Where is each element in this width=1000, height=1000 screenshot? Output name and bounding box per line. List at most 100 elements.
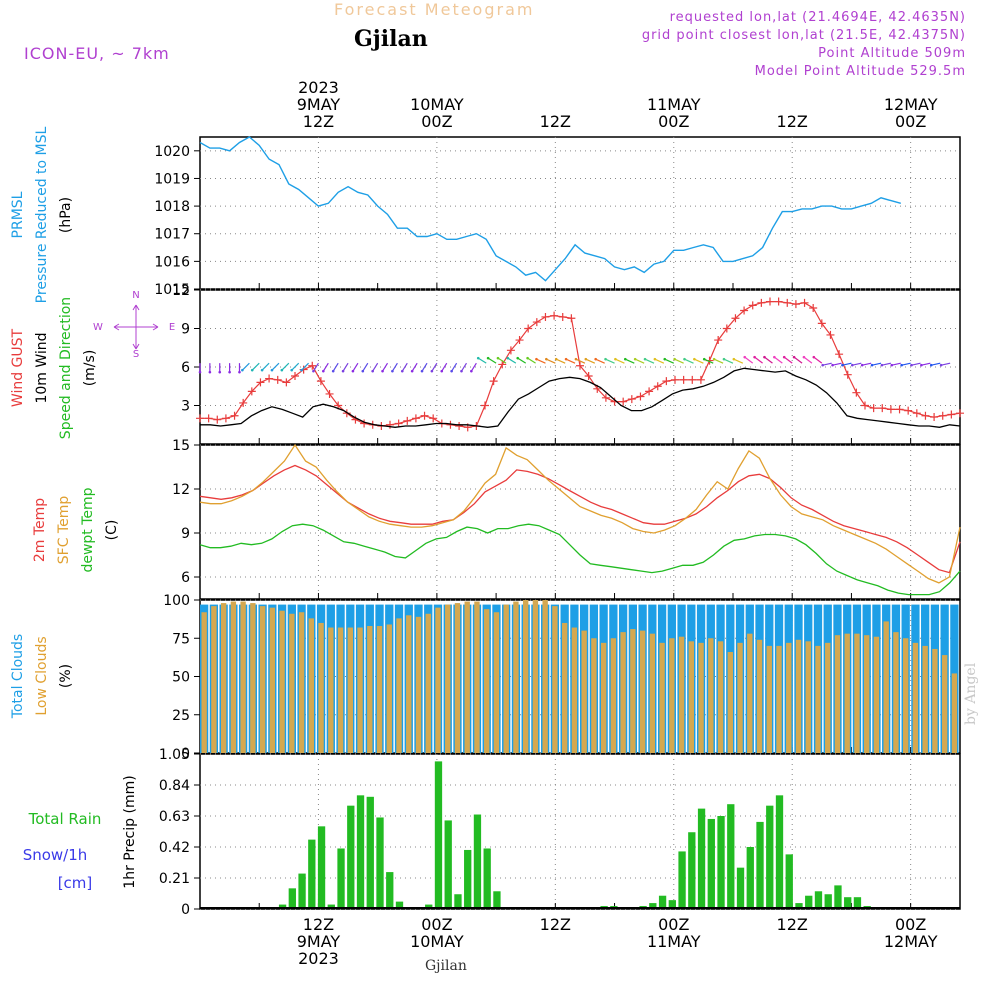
wind-arrow — [704, 358, 714, 364]
wind-arrow — [565, 358, 576, 364]
low-cloud-bar — [279, 610, 285, 753]
compass-e: E — [169, 322, 175, 333]
wind-arrow — [322, 362, 329, 372]
rain-bar — [775, 795, 784, 909]
low-cloud-bar — [318, 622, 324, 753]
gust-marker — [196, 414, 204, 423]
wind-arrow — [342, 362, 349, 372]
rain-bar — [736, 867, 745, 909]
wind-arrow-head — [732, 357, 736, 361]
gust-marker — [325, 389, 334, 398]
footer-location: Gjilan — [425, 958, 467, 974]
wind-arrow — [261, 362, 270, 371]
wind-arrow — [271, 362, 280, 371]
gust-marker — [921, 411, 930, 420]
gust-marker — [662, 377, 671, 386]
wind-arrow-head — [260, 368, 264, 372]
wind-arrow-head — [410, 369, 414, 373]
gust-marker — [688, 375, 697, 384]
rain-bar — [805, 895, 813, 909]
rain-bar — [386, 872, 394, 909]
wind-arrow-head — [693, 357, 696, 361]
gust-marker — [541, 312, 550, 321]
wind-arrow-head — [753, 355, 756, 359]
top-time-label: 9MAY — [297, 95, 341, 114]
pressure-ytick-label: 1017 — [154, 227, 190, 243]
low-cloud-bar — [367, 626, 373, 753]
wind-arrow — [754, 356, 763, 364]
low-cloud-bar — [941, 655, 948, 753]
gust-marker — [904, 406, 913, 415]
wind-arrow — [931, 362, 941, 366]
low-cloud-bar — [620, 632, 626, 753]
gust-marker — [291, 371, 299, 380]
wind-arrow-head — [290, 368, 294, 372]
low-cloud-bar — [211, 606, 217, 753]
low-cloud-bar — [250, 603, 256, 753]
bottom-time-label: 2023 — [298, 949, 339, 968]
wind-arrow-head — [929, 363, 933, 367]
low-cloud-bar — [493, 612, 500, 753]
wind-arrow — [634, 358, 645, 364]
wind-arrow-head — [850, 363, 854, 367]
rain-bar — [483, 848, 491, 909]
gust-marker — [627, 395, 636, 404]
wind-arrow-head — [241, 368, 244, 372]
low-cloud-bar — [951, 673, 958, 753]
rain-bar — [327, 904, 335, 909]
precipitation-ytick-label: 0.63 — [159, 809, 190, 825]
wind-arrow — [421, 362, 428, 372]
wind-arrow — [615, 358, 625, 364]
wind-arrow-head — [400, 369, 404, 373]
gust-marker — [861, 401, 869, 410]
wind-arrow-head — [516, 356, 520, 360]
wind-arrow-head — [722, 357, 726, 361]
gust-marker — [489, 377, 498, 386]
gust-marker — [239, 398, 248, 407]
wind-ytick-label: 9 — [181, 322, 190, 338]
wind-ytick-label: 3 — [181, 399, 190, 415]
temp-line-1 — [199, 443, 961, 584]
gust-marker — [843, 370, 852, 379]
gust-marker — [757, 298, 766, 307]
low-cloud-bar — [864, 635, 870, 753]
wind-arrow-head — [773, 355, 776, 359]
clouds-ytick-label: 100 — [163, 593, 190, 609]
low-cloud-bar — [669, 638, 675, 753]
low-cloud-bar — [523, 600, 529, 753]
low-cloud-bar — [415, 616, 422, 753]
gust-marker — [256, 378, 265, 387]
wind-arrow-head — [702, 357, 706, 361]
wind-arrow-head — [663, 357, 667, 361]
wind-arrow — [674, 358, 684, 364]
top-time-label: 12MAY — [884, 95, 938, 114]
wind-axis-label: 10m Wind — [34, 332, 50, 403]
bottom-time-label: 12Z — [540, 915, 571, 934]
gust-marker — [878, 404, 887, 413]
wind-arrow-head — [250, 368, 254, 372]
rain-bar — [668, 900, 676, 909]
rain-bar — [727, 804, 735, 909]
wind-arrow-head — [381, 369, 384, 373]
gust-marker — [783, 298, 792, 307]
gust-marker — [247, 387, 256, 396]
clouds-axis-label: Total Clouds — [10, 634, 26, 719]
rain-bar — [308, 839, 316, 909]
compass-n: N — [132, 290, 139, 301]
wind-arrow — [862, 362, 872, 366]
wind-arrow-head — [280, 368, 284, 372]
wind-arrow-head — [712, 357, 716, 361]
clouds-axis-label: (%) — [58, 664, 74, 688]
low-cloud-bar — [747, 633, 753, 753]
wind-arrow — [555, 358, 566, 364]
wind-arrow-head — [643, 357, 647, 361]
wind-arrow-head — [322, 369, 325, 373]
low-cloud-bar — [386, 624, 392, 753]
bottom-time-label: 11MAY — [647, 932, 701, 951]
wind-arrow-head — [584, 357, 588, 361]
wind-arrow-head — [496, 356, 500, 360]
wind-arrow-head — [198, 370, 202, 374]
wind-arrow-head — [831, 363, 834, 367]
wind-arrow — [891, 362, 901, 366]
